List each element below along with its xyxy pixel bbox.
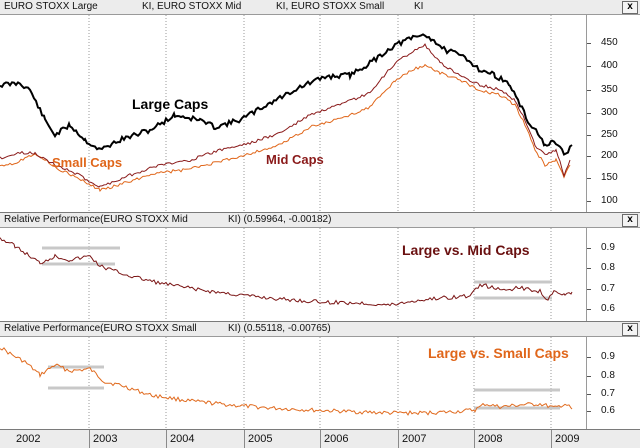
series-title-mid[interactable]: KI, EURO STOXX Mid bbox=[142, 1, 242, 12]
relative-mid-plot[interactable]: Large vs. Mid Caps bbox=[0, 228, 586, 322]
tick-100: 100 bbox=[601, 195, 618, 206]
tick-300: 300 bbox=[601, 107, 618, 118]
date-axis[interactable]: 2002 2003 2004 2005 2006 2007 2008 2009 bbox=[0, 429, 640, 448]
close-icon[interactable]: x bbox=[622, 214, 638, 227]
year-gridlines bbox=[88, 337, 552, 430]
date-2008: 2008 bbox=[478, 433, 503, 445]
year-gridlines bbox=[88, 15, 552, 212]
series-title-small[interactable]: KI, EURO STOXX Small bbox=[276, 1, 385, 12]
relative-small-pane: Relative Performance(EURO STOXX Small KI… bbox=[0, 321, 640, 430]
relative-mid-titlebar[interactable]: Relative Performance(EURO STOXX Mid KI) … bbox=[0, 213, 640, 228]
range-bars bbox=[42, 246, 552, 300]
date-2003: 2003 bbox=[93, 433, 118, 445]
large-vs-small-label: Large vs. Small Caps bbox=[428, 345, 569, 361]
tick-350: 350 bbox=[601, 84, 618, 95]
relative-mid-title[interactable]: Relative Performance(EURO STOXX Mid bbox=[4, 214, 188, 225]
tick-0.9: 0.9 bbox=[601, 351, 615, 362]
price-plot[interactable]: Large Caps Small Caps Mid Caps bbox=[0, 15, 586, 212]
tick-0.8: 0.8 bbox=[601, 262, 615, 273]
close-icon[interactable]: x bbox=[622, 1, 638, 14]
date-2002: 2002 bbox=[16, 433, 41, 445]
tick-250: 250 bbox=[601, 129, 618, 140]
small-caps-line bbox=[0, 63, 571, 193]
large-vs-mid-label: Large vs. Mid Caps bbox=[402, 242, 530, 258]
mid-caps-line bbox=[0, 43, 571, 188]
tick-0.9: 0.9 bbox=[601, 242, 615, 253]
relative-mid-svg bbox=[0, 228, 573, 322]
relative-small-suffix[interactable]: KI) (0.55118, -0.00765) bbox=[228, 323, 331, 334]
relative-mid-pane: Relative Performance(EURO STOXX Mid KI) … bbox=[0, 212, 640, 322]
tick-0.6: 0.6 bbox=[601, 303, 615, 314]
relative-small-plot[interactable]: Large vs. Small Caps bbox=[0, 337, 586, 430]
mid-caps-label: Mid Caps bbox=[266, 152, 324, 167]
date-2006: 2006 bbox=[324, 433, 349, 445]
relative-mid-line bbox=[0, 237, 573, 307]
tick-0.7: 0.7 bbox=[601, 388, 615, 399]
price-chart-svg bbox=[0, 15, 573, 212]
relative-mid-suffix[interactable]: KI) (0.59964, -0.00182) bbox=[228, 214, 332, 225]
close-icon[interactable]: x bbox=[622, 323, 638, 336]
relative-small-line bbox=[0, 347, 573, 416]
series-title-ki[interactable]: KI bbox=[414, 1, 424, 12]
price-pane: EURO STOXX Large KI, EURO STOXX Mid KI, … bbox=[0, 0, 640, 212]
relative-mid-axis[interactable]: 0.9 0.8 0.7 0.6 bbox=[586, 228, 640, 322]
series-title-large[interactable]: EURO STOXX Large bbox=[4, 1, 98, 12]
relative-small-title[interactable]: Relative Performance(EURO STOXX Small bbox=[4, 323, 197, 334]
relative-small-svg bbox=[0, 337, 573, 430]
year-gridlines bbox=[88, 228, 552, 322]
tick-0.7: 0.7 bbox=[601, 283, 615, 294]
price-axis[interactable]: 450 400 350 300 250 200 150 100 bbox=[586, 15, 640, 212]
relative-small-titlebar[interactable]: Relative Performance(EURO STOXX Small KI… bbox=[0, 322, 640, 337]
date-2009: 2009 bbox=[555, 433, 580, 445]
tick-200: 200 bbox=[601, 150, 618, 161]
date-2007: 2007 bbox=[402, 433, 427, 445]
large-caps-label: Large Caps bbox=[132, 96, 209, 112]
date-2004: 2004 bbox=[170, 433, 195, 445]
large-caps-line bbox=[0, 33, 573, 156]
tick-0.8: 0.8 bbox=[601, 370, 615, 381]
price-pane-titlebar[interactable]: EURO STOXX Large KI, EURO STOXX Mid KI, … bbox=[0, 0, 640, 15]
tick-150: 150 bbox=[601, 172, 618, 183]
small-caps-label: Small Caps bbox=[52, 155, 123, 170]
tick-450: 450 bbox=[601, 37, 618, 48]
range-bars bbox=[48, 365, 560, 410]
relative-small-axis[interactable]: 0.9 0.8 0.7 0.6 bbox=[586, 337, 640, 430]
date-2005: 2005 bbox=[248, 433, 273, 445]
tick-400: 400 bbox=[601, 60, 618, 71]
tick-0.6: 0.6 bbox=[601, 405, 615, 416]
